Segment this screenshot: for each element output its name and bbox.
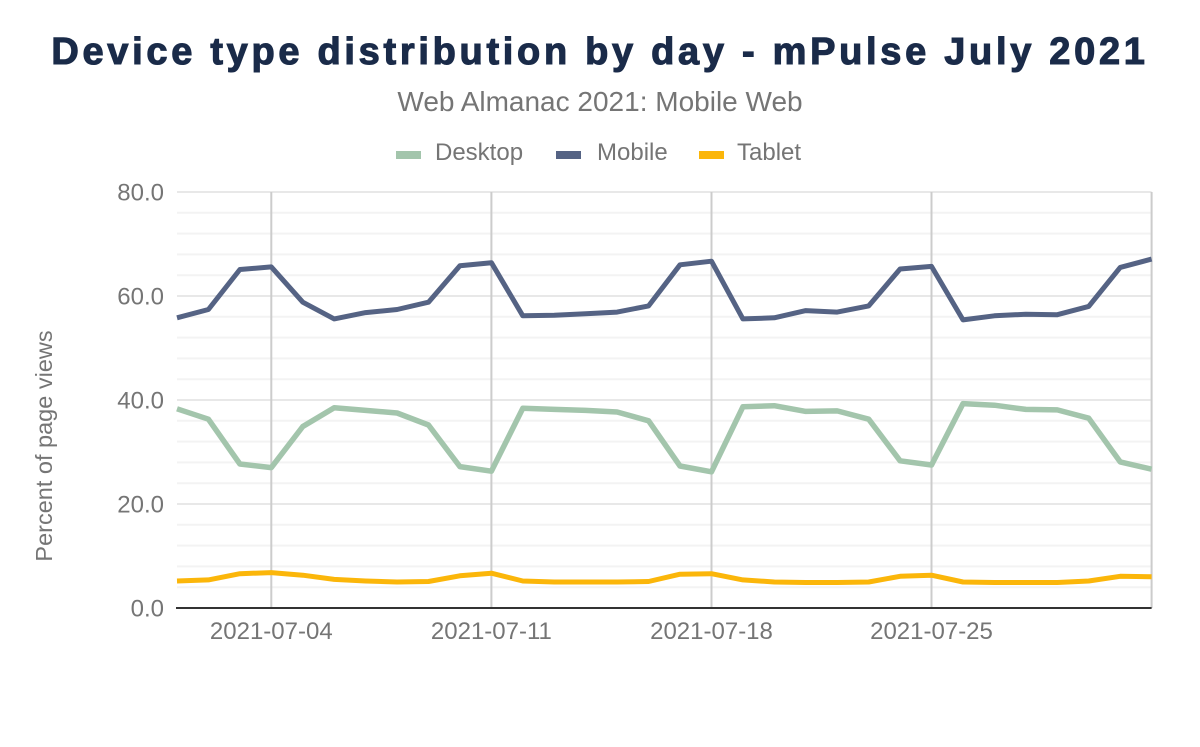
- svg-text:Tablet: Tablet: [737, 139, 801, 166]
- svg-text:2021-07-11: 2021-07-11: [431, 618, 552, 645]
- svg-text:40.0: 40.0: [117, 388, 164, 415]
- svg-text:Mobile: Mobile: [597, 139, 668, 166]
- svg-text:60.0: 60.0: [117, 284, 164, 311]
- svg-text:2021-07-25: 2021-07-25: [870, 618, 993, 645]
- svg-text:80.0: 80.0: [117, 180, 164, 207]
- svg-text:0.0: 0.0: [131, 596, 164, 623]
- svg-text:Percent of page views: Percent of page views: [31, 330, 57, 561]
- svg-text:Device type distribution by da: Device type distribution by day - mPulse…: [51, 31, 1148, 73]
- svg-text:Desktop: Desktop: [435, 139, 523, 166]
- svg-text:20.0: 20.0: [117, 492, 164, 519]
- svg-text:2021-07-18: 2021-07-18: [650, 618, 773, 645]
- svg-text:Web Almanac 2021: Mobile Web: Web Almanac 2021: Mobile Web: [397, 86, 802, 117]
- svg-text:2021-07-04: 2021-07-04: [210, 618, 333, 645]
